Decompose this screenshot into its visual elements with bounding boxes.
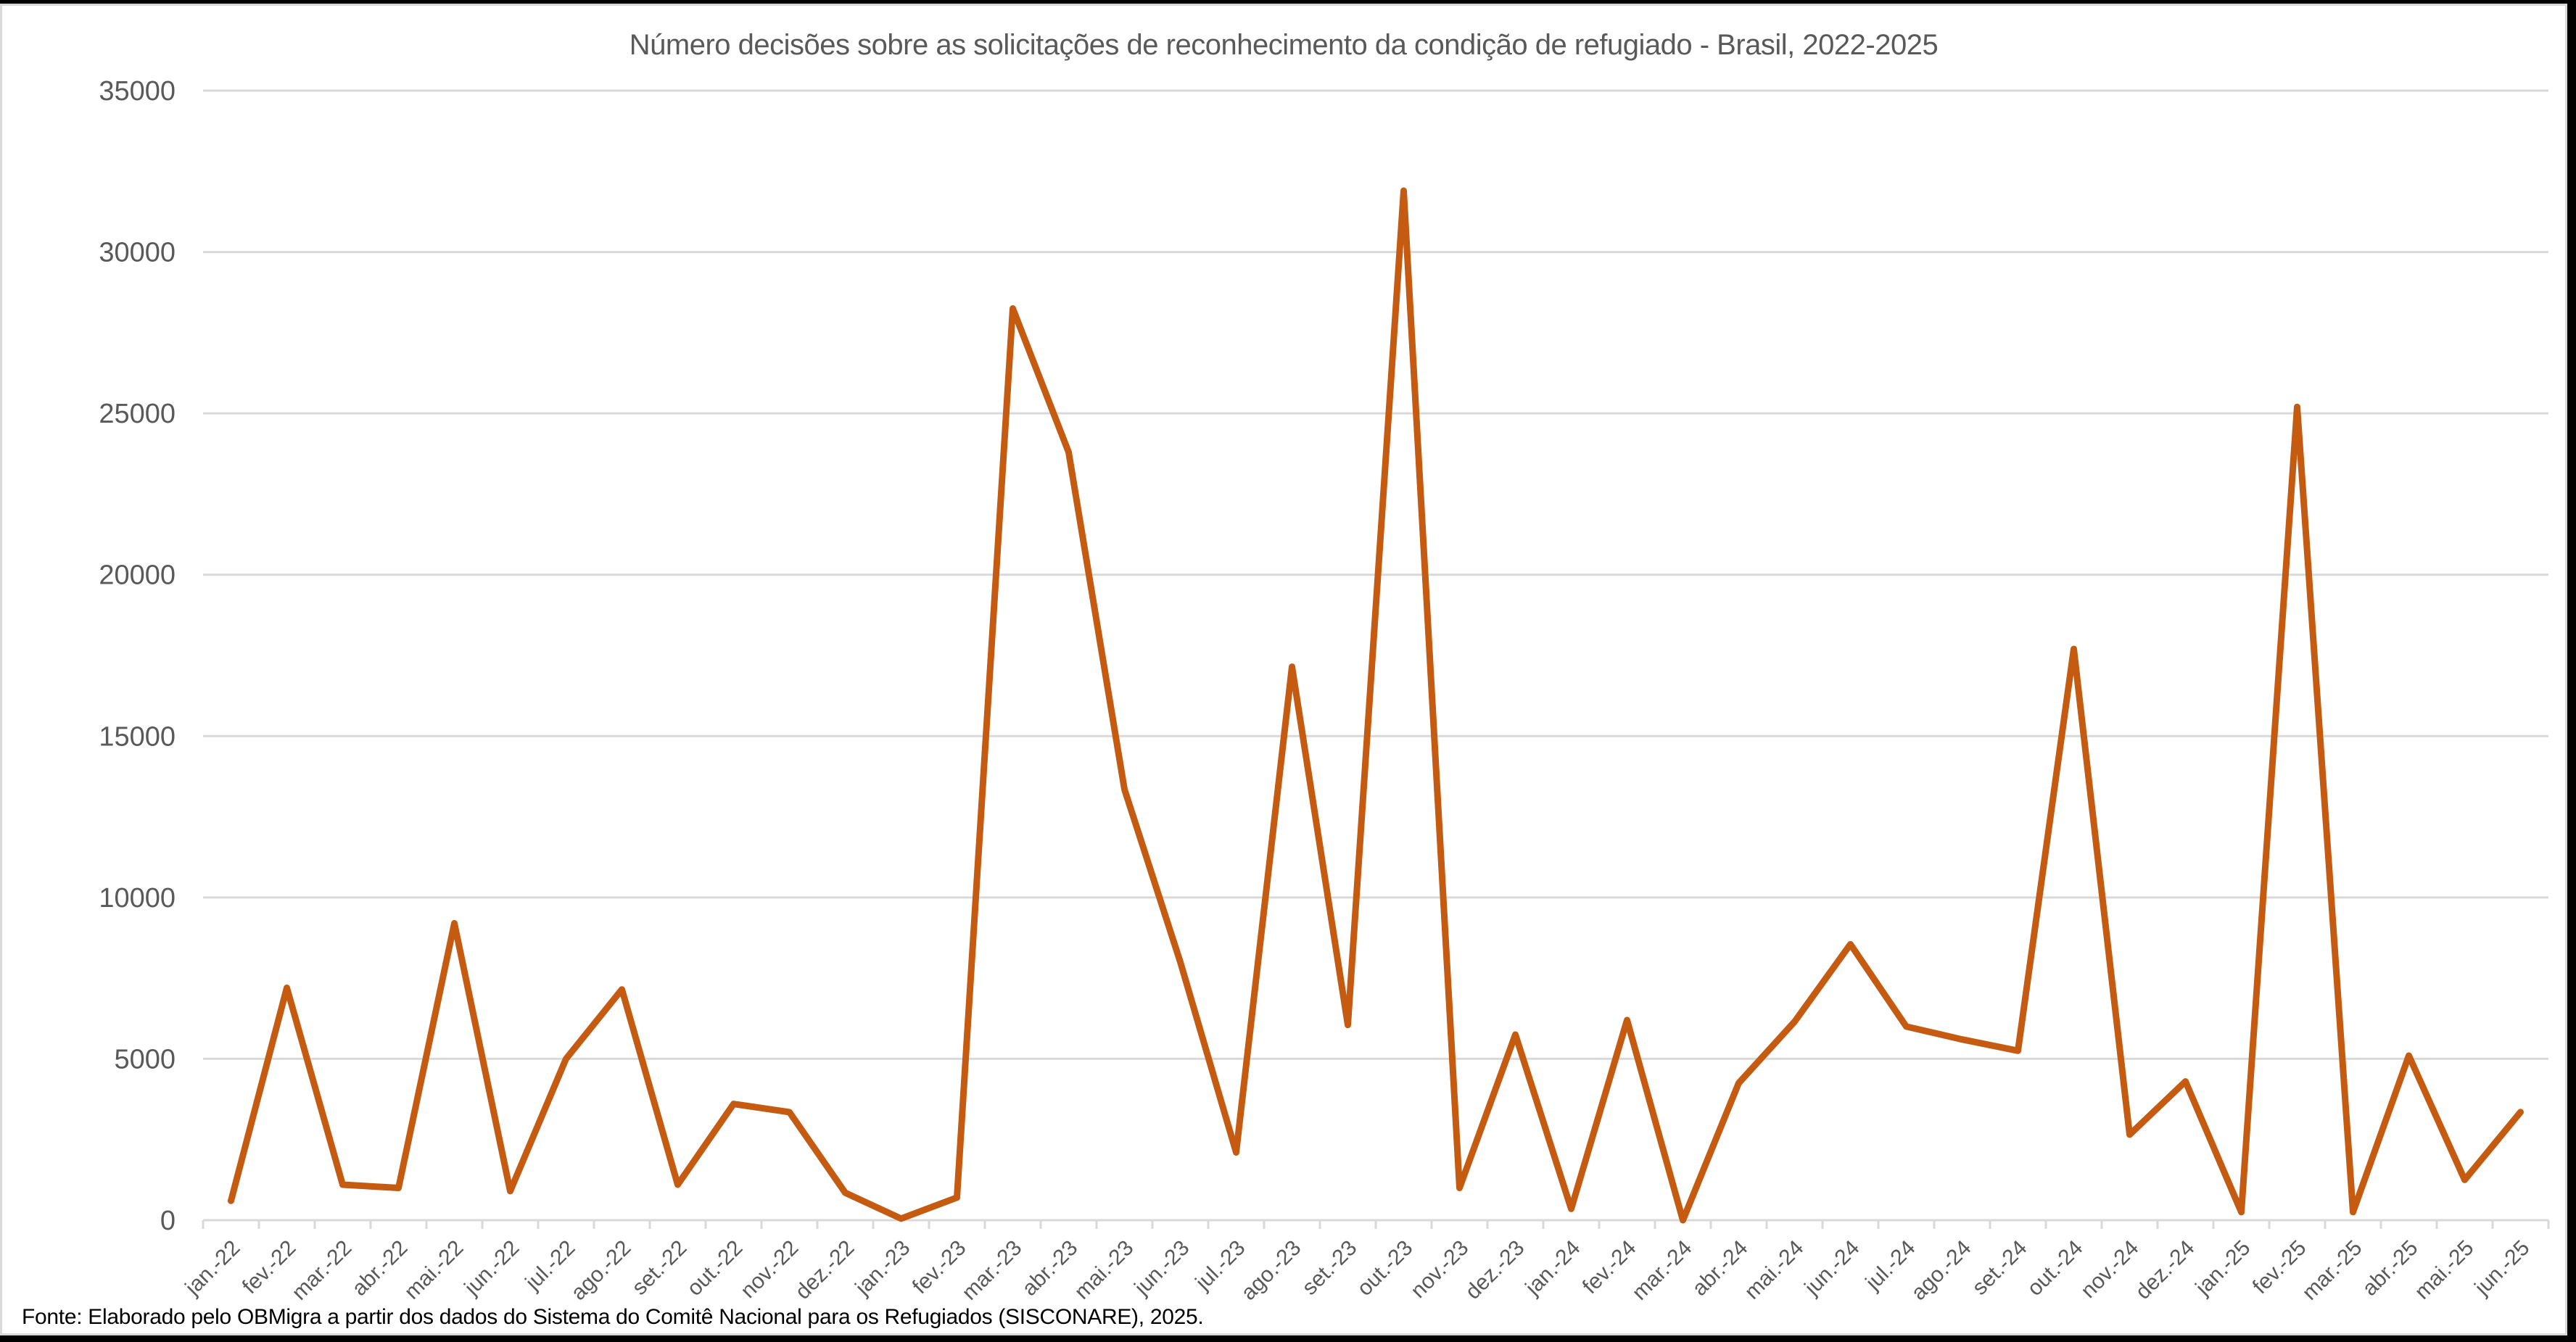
x-tick-label: set.-24 xyxy=(1968,1236,2031,1300)
x-tick-label: mar.-25 xyxy=(2298,1236,2366,1305)
x-tick-label: out.-22 xyxy=(682,1236,747,1301)
x-tick-label: jan.-24 xyxy=(1521,1236,1585,1301)
x-tick-label: mar.-24 xyxy=(1627,1236,1696,1305)
chart-frame xyxy=(0,4,2567,1335)
x-tick-label: jun.-24 xyxy=(1800,1236,1865,1301)
x-tick-label: ago.-23 xyxy=(1237,1236,1305,1305)
x-tick-label: jan.-25 xyxy=(2191,1236,2255,1301)
y-tick-label: 0 xyxy=(160,1206,176,1236)
x-tick-label: jun.-23 xyxy=(1130,1236,1194,1301)
x-tick-label: abr.-22 xyxy=(347,1236,412,1301)
x-tick-label: mai.-22 xyxy=(400,1236,468,1304)
y-tick-label: 30000 xyxy=(99,238,176,268)
x-tick-label: nov.-24 xyxy=(2076,1236,2144,1304)
x-tick-label: jan.-22 xyxy=(181,1236,245,1301)
x-tick-label: mar.-23 xyxy=(957,1236,1026,1305)
x-tick-label: abr.-25 xyxy=(2358,1236,2422,1301)
x-tick-label: nov.-23 xyxy=(1406,1236,1474,1304)
series-line xyxy=(228,187,2524,1224)
x-tick-label: set.-22 xyxy=(627,1236,691,1300)
x-tick-label: mai.-25 xyxy=(2410,1236,2478,1304)
y-tick-label: 10000 xyxy=(99,883,176,914)
x-tick-label: out.-24 xyxy=(2023,1236,2087,1301)
x-tick-label: mar.-22 xyxy=(287,1236,356,1305)
x-tick-label: mai.-24 xyxy=(1740,1236,1808,1304)
x-tick-label: dez.-24 xyxy=(2131,1236,2199,1304)
x-tick-label: jun.-22 xyxy=(460,1236,524,1301)
y-tick-label: 5000 xyxy=(114,1044,176,1074)
x-tick-label: abr.-23 xyxy=(1017,1236,1082,1301)
x-tick-label: ago.-22 xyxy=(566,1236,635,1305)
x-tick-label: dez.-22 xyxy=(790,1236,859,1304)
x-tick-label: jun.-25 xyxy=(2470,1236,2535,1301)
x-tick-label: nov.-22 xyxy=(736,1236,804,1304)
x-tick-label: ago.-24 xyxy=(1907,1236,1976,1305)
y-tick-label: 35000 xyxy=(99,76,176,107)
x-tick-label: dez.-23 xyxy=(1461,1236,1529,1304)
x-tick-label: out.-23 xyxy=(1353,1236,1417,1301)
x-tick-label: jan.-23 xyxy=(851,1236,915,1301)
chart-title: Número decisões sobre as solicitações de… xyxy=(629,29,1939,61)
x-tick-label: set.-23 xyxy=(1297,1236,1361,1300)
x-tick-label: mai.-23 xyxy=(1070,1236,1138,1304)
x-tick-label: abr.-24 xyxy=(1688,1236,1752,1301)
y-tick-label: 15000 xyxy=(99,721,176,752)
y-tick-label: 20000 xyxy=(99,560,176,591)
source-note: Fonte: Elaborado pelo OBMigra a partir d… xyxy=(22,1305,1204,1329)
y-tick-label: 25000 xyxy=(99,399,176,429)
